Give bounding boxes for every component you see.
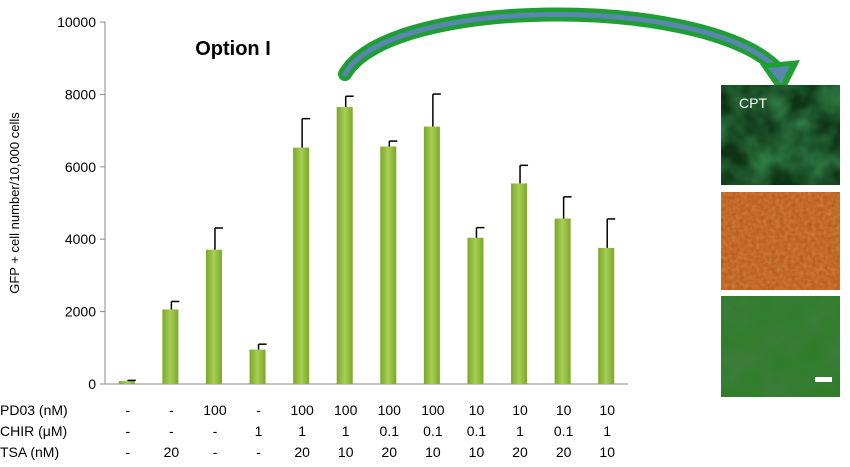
- bar-chart: Option I GFP + cell number/10,000 cells …: [0, 14, 628, 460]
- condition-value: 20: [512, 444, 528, 460]
- y-tick-label: 0: [88, 376, 96, 392]
- condition-value: 10: [599, 444, 615, 460]
- condition-value: 10: [338, 444, 354, 460]
- bar: [293, 147, 310, 384]
- condition-value: 10: [556, 402, 572, 418]
- y-axis-label: GFP + cell number/10,000 cells: [7, 112, 22, 294]
- condition-value: 20: [382, 444, 398, 460]
- condition-value: 10: [469, 444, 485, 460]
- micrograph-panels: CPT: [721, 85, 840, 397]
- condition-value: -: [169, 402, 174, 418]
- y-ticks: 0 2000 4000 6000 8000 10000: [57, 14, 105, 392]
- condition-value: 10: [425, 444, 441, 460]
- condition-value: -: [213, 444, 218, 460]
- condition-value: 10: [469, 402, 485, 418]
- error-bars: [127, 93, 616, 382]
- bars: [118, 107, 615, 385]
- condition-value: 100: [421, 402, 445, 418]
- bar: [162, 309, 179, 384]
- micrograph-label: CPT: [739, 95, 767, 111]
- condition-value: -: [125, 423, 130, 439]
- micrograph-brightfield: [721, 192, 840, 290]
- condition-row-label: TSA (nM): [0, 444, 59, 460]
- condition-value: 20: [556, 444, 572, 460]
- condition-value: 0.1: [554, 423, 574, 439]
- scale-bar: [815, 377, 832, 382]
- condition-value: 1: [298, 423, 306, 439]
- condition-table: PD03 (nM) - - 100 - 100 100 100 100 10 10 10 10 CHIR …: [0, 402, 615, 460]
- condition-value: 100: [334, 402, 358, 418]
- condition-value: -: [125, 402, 130, 418]
- condition-value: -: [256, 444, 261, 460]
- condition-value: 0.1: [380, 423, 400, 439]
- condition-value: 0.1: [423, 423, 443, 439]
- condition-value: 1: [255, 423, 263, 439]
- condition-value: 100: [378, 402, 402, 418]
- condition-value: 10: [599, 402, 615, 418]
- bar: [336, 107, 353, 384]
- bar: [598, 247, 615, 384]
- condition-value: 10: [512, 402, 528, 418]
- y-tick-label: 8000: [65, 86, 96, 102]
- condition-value: -: [125, 444, 130, 460]
- condition-row-label: PD03 (nM): [0, 402, 68, 418]
- condition-value: 1: [342, 423, 350, 439]
- bar: [380, 146, 397, 384]
- bar: [511, 183, 528, 384]
- condition-value: 20: [164, 444, 180, 460]
- y-tick-label: 4000: [65, 231, 96, 247]
- condition-value: 100: [290, 402, 314, 418]
- micrograph-cpt: CPT: [721, 85, 840, 185]
- micrograph-gfp: [721, 296, 840, 397]
- condition-value: -: [213, 423, 218, 439]
- condition-value: 0.1: [467, 423, 487, 439]
- condition-value: 20: [294, 444, 310, 460]
- y-tick-label: 2000: [65, 304, 96, 320]
- bar: [249, 349, 266, 384]
- condition-value: -: [256, 402, 261, 418]
- condition-row-label: CHIR (μM): [0, 423, 67, 439]
- condition-value: -: [169, 423, 174, 439]
- y-tick-label: 6000: [65, 159, 96, 175]
- chart-title: Option I: [195, 38, 271, 60]
- bar: [423, 126, 440, 385]
- bar: [554, 218, 571, 384]
- y-tick-label: 10000: [57, 14, 96, 30]
- condition-value: 100: [203, 402, 227, 418]
- bar: [205, 249, 222, 384]
- condition-value: 1: [516, 423, 524, 439]
- bar: [467, 237, 484, 384]
- bar: [118, 381, 135, 384]
- curved-arrow: [338, 7, 800, 96]
- condition-value: 1: [603, 423, 611, 439]
